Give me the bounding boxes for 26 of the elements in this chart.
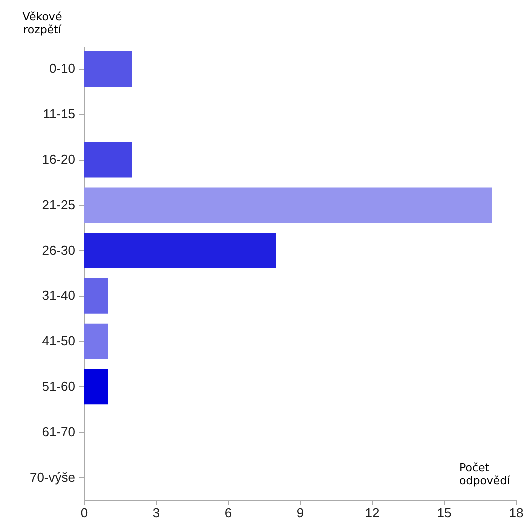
y-axis-title: Věkové rozpětí — [22, 10, 62, 36]
bar — [84, 142, 132, 178]
x-tick-label: 0 — [80, 506, 88, 520]
y-tick-label: 26-30 — [42, 242, 76, 258]
x-tick-label: 3 — [152, 506, 160, 520]
bar — [84, 233, 276, 269]
y-tick-label: 51-60 — [42, 378, 76, 394]
x-tick-label: 9 — [296, 506, 304, 520]
x-tick-label: 12 — [365, 506, 380, 520]
y-tick-label: 16-20 — [42, 152, 76, 168]
y-tick-label: 21-25 — [42, 197, 76, 212]
y-tick-label: 70-výše — [30, 470, 76, 485]
bar — [84, 369, 108, 405]
x-tick-label: 15 — [437, 506, 452, 520]
y-tick-label: 11-15 — [43, 106, 76, 122]
bar — [84, 188, 492, 224]
bar — [84, 324, 108, 360]
y-tick-label: 0-10 — [49, 61, 76, 76]
x-tick-label: 18 — [509, 506, 524, 520]
y-tick-label: 61-70 — [42, 424, 76, 440]
y-tick-label: 41-50 — [42, 334, 76, 349]
x-axis-title: Počet odpovědí — [460, 462, 512, 488]
bar — [84, 52, 132, 87]
y-tick-label: 31-40 — [42, 288, 76, 304]
bar — [84, 278, 108, 314]
x-tick-label: 6 — [224, 506, 232, 520]
